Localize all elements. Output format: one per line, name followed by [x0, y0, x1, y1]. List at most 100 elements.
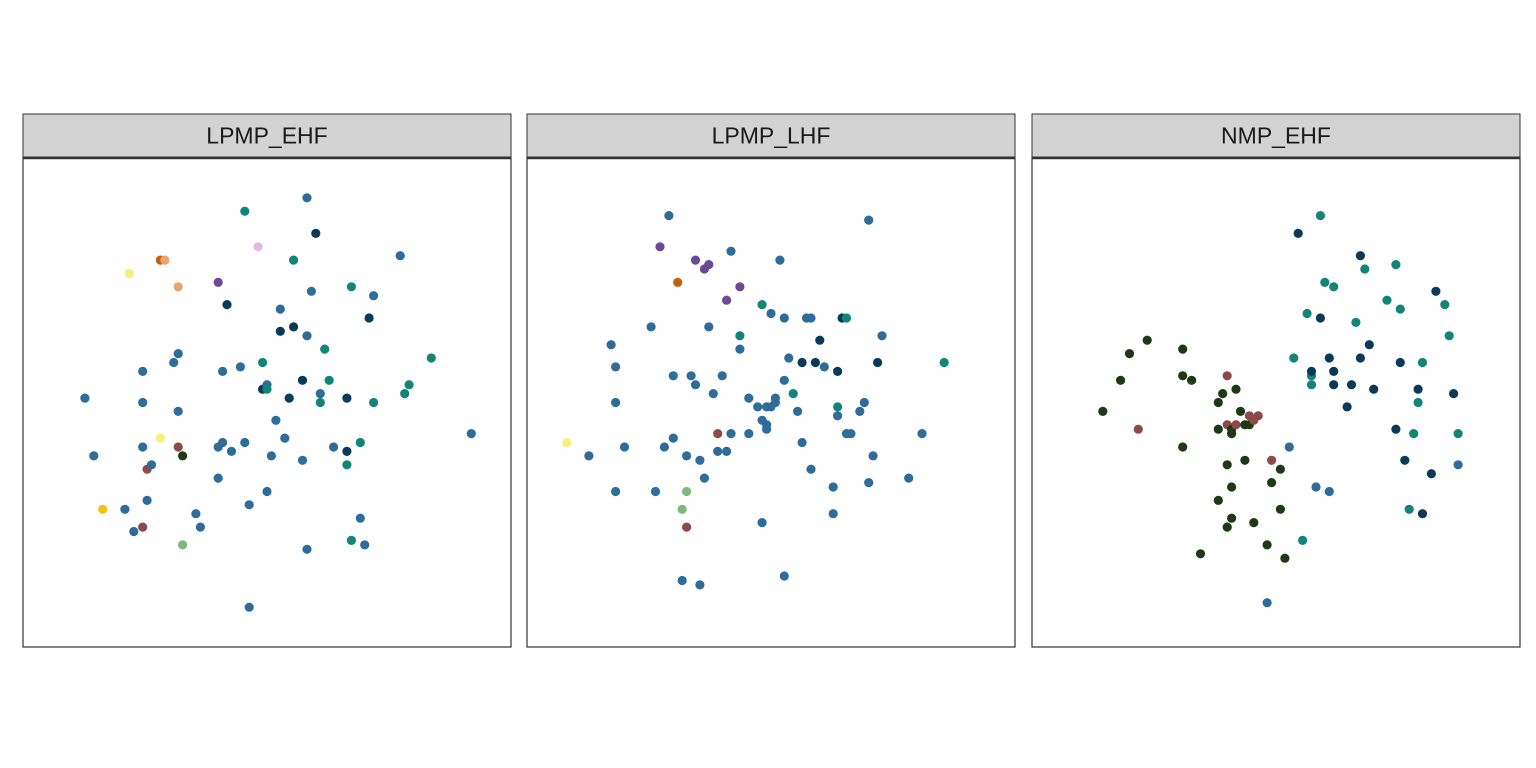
- scatter-point: [275, 304, 285, 314]
- facet-panel-3: NMP_EHF: [1031, 113, 1521, 648]
- scatter-point: [369, 291, 379, 301]
- scatter-point: [677, 575, 687, 586]
- scatter-point: [173, 406, 183, 416]
- scatter-point: [1133, 424, 1143, 434]
- facet-strip: [526, 113, 1016, 158]
- scatter-point: [828, 509, 838, 519]
- scatter-point: [80, 393, 90, 403]
- scatter-point: [797, 357, 807, 368]
- scatter-point: [240, 206, 250, 216]
- scatter-point: [311, 228, 321, 238]
- scatter-point: [1342, 402, 1352, 412]
- scatter-point: [1275, 464, 1285, 474]
- scatter-point: [355, 437, 365, 448]
- scatter-point: [1400, 455, 1410, 465]
- scatter-point: [120, 504, 130, 514]
- scatter-point: [762, 424, 772, 434]
- scatter-point: [726, 246, 736, 256]
- scatter-point: [1267, 478, 1277, 488]
- scatter-point: [346, 535, 356, 546]
- scatter-point: [213, 277, 223, 287]
- scatter-point: [1417, 509, 1428, 519]
- scatter-point: [253, 242, 263, 252]
- scatter-point: [364, 313, 374, 323]
- scatter-point: [1346, 380, 1357, 390]
- scatter-point: [302, 193, 312, 203]
- scatter-point: [873, 357, 883, 368]
- scatter-point: [815, 335, 825, 345]
- scatter-point: [664, 211, 674, 221]
- scatter-point: [173, 442, 183, 452]
- scatter-point: [699, 473, 710, 483]
- scatter-point: [868, 451, 878, 461]
- scatter-point: [717, 371, 727, 381]
- facet-strip-label: NMP_EHF: [1221, 123, 1331, 149]
- scatter-point: [744, 429, 754, 439]
- scatter-point: [315, 397, 325, 408]
- scatter-point: [262, 486, 272, 497]
- scatter-point: [690, 380, 701, 390]
- scatter-point: [650, 486, 661, 497]
- scatter-point: [271, 415, 281, 425]
- scatter-point: [1329, 366, 1339, 376]
- scatter-point: [426, 353, 436, 363]
- scatter-point: [788, 389, 798, 399]
- scatter-point: [1195, 549, 1206, 559]
- scatter-point: [1253, 411, 1263, 421]
- scatter-point: [1417, 357, 1428, 368]
- scatter-point: [713, 446, 723, 456]
- scatter-point: [619, 442, 630, 452]
- scatter-point: [289, 322, 299, 332]
- scatter-point: [611, 397, 621, 408]
- scatter-point: [828, 482, 838, 492]
- scatter-point: [302, 544, 312, 554]
- scatter-point: [833, 411, 843, 421]
- scatter-point: [244, 602, 254, 612]
- scatter-point: [218, 366, 228, 376]
- scatter-point: [806, 313, 816, 323]
- scatter-point: [369, 397, 379, 408]
- scatter-point: [1364, 340, 1374, 350]
- scatter-point: [1213, 495, 1223, 505]
- scatter-point: [138, 366, 148, 376]
- scatter-point: [695, 455, 705, 465]
- scatter-point: [833, 402, 843, 412]
- scatter-point: [302, 331, 312, 341]
- scatter-point: [1302, 308, 1312, 319]
- scatter-point: [757, 300, 767, 310]
- scatter-point: [864, 215, 874, 225]
- scatter-point: [240, 437, 250, 448]
- scatter-point: [280, 433, 290, 443]
- scatter-point: [213, 473, 223, 483]
- scatter-point: [1098, 406, 1108, 416]
- scatter-point: [1213, 424, 1223, 434]
- facet-panel-2: LPMP_LHF: [526, 113, 1016, 648]
- scatter-point: [677, 504, 687, 514]
- scatter-point: [1315, 211, 1325, 221]
- scatter-point: [704, 260, 714, 270]
- facet-strip-label: LPMP_LHF: [712, 123, 831, 149]
- scatter-point: [606, 340, 616, 350]
- scatter-point: [779, 313, 789, 323]
- scatter-point: [1262, 598, 1272, 608]
- scatter-point: [659, 442, 670, 452]
- scatter-point: [713, 429, 723, 439]
- scatter-point: [1306, 366, 1317, 376]
- scatter-point: [297, 455, 308, 465]
- scatter-point: [1409, 429, 1419, 439]
- scatter-point: [1382, 295, 1392, 305]
- scatter-point: [1289, 353, 1299, 363]
- scatter-point: [1116, 375, 1126, 385]
- scatter-point: [682, 522, 692, 532]
- scatter-point: [1453, 429, 1463, 439]
- scatter-point: [939, 357, 949, 368]
- facet-strip: [22, 113, 512, 158]
- scatter-point: [1293, 228, 1303, 238]
- scatter-point: [138, 397, 148, 408]
- scatter-point: [1453, 460, 1463, 470]
- scatter-point: [1235, 406, 1246, 416]
- scatter-point: [146, 460, 157, 470]
- scatter-point: [89, 451, 99, 461]
- scatter-point: [395, 251, 405, 261]
- scatter-point: [355, 513, 365, 523]
